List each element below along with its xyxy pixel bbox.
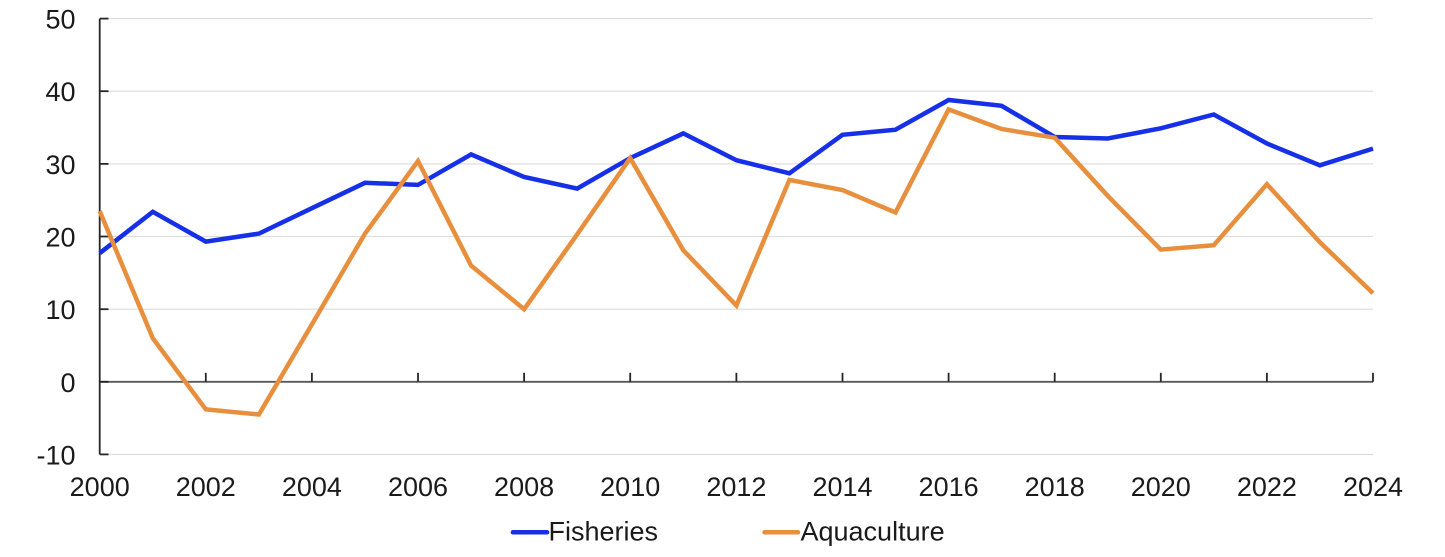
svg-text:10: 10 — [45, 295, 75, 325]
svg-text:2012: 2012 — [706, 472, 766, 502]
svg-text:2022: 2022 — [1237, 472, 1297, 502]
svg-text:50: 50 — [45, 5, 75, 35]
svg-text:2008: 2008 — [494, 472, 554, 502]
svg-text:30: 30 — [45, 150, 75, 180]
svg-text:2020: 2020 — [1131, 472, 1191, 502]
svg-text:2018: 2018 — [1025, 472, 1085, 502]
svg-text:Aquaculture: Aquaculture — [801, 517, 945, 547]
svg-text:2016: 2016 — [919, 472, 979, 502]
svg-text:0: 0 — [60, 368, 75, 398]
svg-text:2010: 2010 — [600, 472, 660, 502]
svg-text:2004: 2004 — [282, 472, 342, 502]
svg-text:2014: 2014 — [812, 472, 872, 502]
svg-text:2006: 2006 — [388, 472, 448, 502]
svg-text:40: 40 — [45, 77, 75, 107]
svg-text:-10: -10 — [36, 440, 75, 470]
svg-text:20: 20 — [45, 223, 75, 253]
svg-text:2024: 2024 — [1343, 472, 1403, 502]
svg-text:2002: 2002 — [176, 472, 236, 502]
svg-text:Fisheries: Fisheries — [549, 517, 659, 547]
svg-text:2000: 2000 — [70, 472, 130, 502]
